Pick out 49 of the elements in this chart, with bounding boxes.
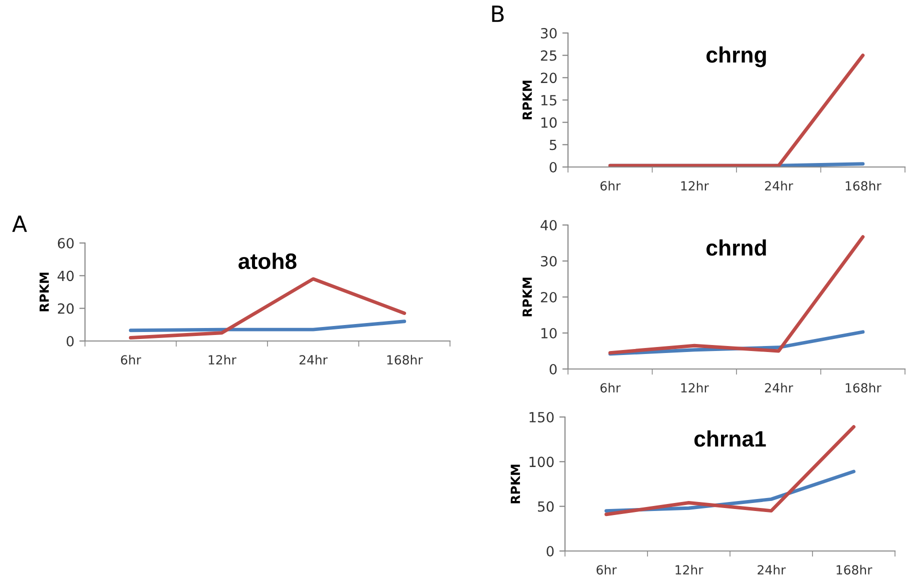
- x-tick-label: 12hr: [208, 354, 236, 364]
- y-axis-title: RPKM: [522, 80, 532, 120]
- text: chrnd: [706, 239, 766, 256]
- x-tick-label: 24hr: [300, 354, 328, 364]
- x-tick-label: 24hr: [758, 564, 786, 574]
- y-tick-label: 0: [66, 336, 74, 346]
- y-tick-label: 5: [550, 140, 556, 150]
- y-axis-title: RPKM: [522, 278, 532, 316]
- text: chrng: [706, 46, 766, 68]
- y-axis-title: RPKM: [40, 272, 49, 312]
- y-tick-label: 0: [550, 162, 557, 172]
- y-tick-label: 25: [540, 50, 556, 61]
- x-tick-label: 168hr: [387, 354, 423, 365]
- chart-title: atoh8: [238, 252, 296, 270]
- x-tick-label: 6hr: [600, 180, 621, 191]
- y-tick-label: 20: [540, 72, 557, 84]
- text: A: [12, 216, 28, 232]
- y-tick-label: 20: [58, 303, 74, 314]
- y-tick-label: 40: [58, 270, 74, 282]
- line-series: [608, 235, 865, 355]
- y-tick-label: 0: [550, 364, 557, 374]
- y-tick-label: 15: [541, 95, 556, 106]
- x-tick-label: 24hr: [765, 180, 794, 190]
- text: B: [492, 6, 504, 22]
- y-tick-label: 30: [540, 28, 557, 38]
- line-series: [604, 425, 856, 516]
- y-tick-label: 40: [540, 220, 557, 230]
- y-tick-label: 0: [546, 546, 554, 556]
- x-tick-label: 24hr: [765, 382, 794, 392]
- y-tick-label: 10: [541, 328, 557, 338]
- x-tick-label: 12hr: [681, 180, 709, 190]
- y-tick-label: 50: [538, 501, 554, 512]
- y-tick-label: 60: [58, 238, 74, 248]
- x-tick-label: 6hr: [600, 382, 621, 393]
- y-tick-label: 20: [540, 292, 557, 302]
- x-tick-label: 12hr: [681, 382, 709, 392]
- y-tick-label: 30: [540, 256, 557, 266]
- y-axis-title: RPKM: [510, 464, 520, 504]
- x-tick-label: 6hr: [120, 354, 142, 365]
- x-tick-label: 168hr: [846, 180, 882, 191]
- y-tick-label: 10: [541, 117, 557, 128]
- x-tick-label: 12hr: [676, 564, 704, 574]
- x-tick-label: 168hr: [846, 382, 882, 393]
- chart-title: chrna1: [694, 430, 766, 447]
- x-tick-label: 6hr: [596, 564, 617, 575]
- x-tick-label: 168hr: [836, 564, 872, 575]
- y-tick-label: 100: [530, 456, 554, 468]
- y-tick-label: 150: [530, 412, 554, 422]
- line-series: [128, 277, 406, 340]
